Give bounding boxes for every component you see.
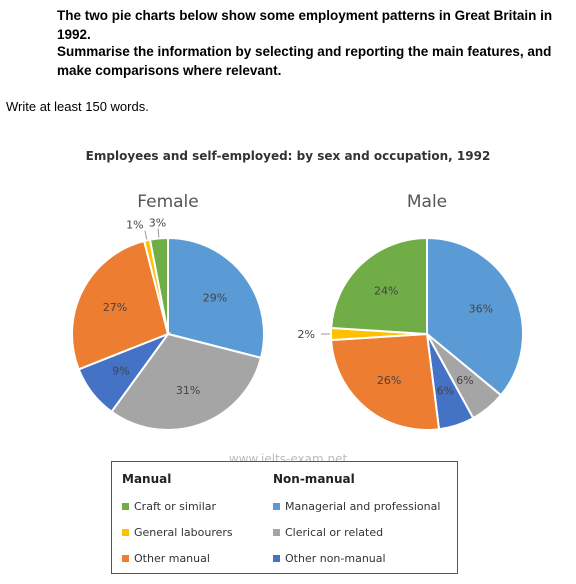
legend-label-craft: Craft or similar: [134, 499, 217, 513]
legend-item-clerical: Clerical or related: [273, 525, 383, 539]
legend-label-clerical: Clerical or related: [285, 525, 384, 539]
legend-item-general-labourers: General labourers: [122, 525, 233, 539]
data-label-male-managerial-and-professional: 36%: [469, 303, 493, 316]
task-summary-instruction: Summarise the information by selecting a…: [57, 44, 552, 78]
legend-item-other-manual: Other manual: [122, 551, 210, 565]
legend-swatch-other-non-manual: [273, 554, 280, 562]
legend-swatch-other-manual: [122, 554, 129, 562]
legend-label-other-non-manual: Other non-manual: [285, 551, 386, 565]
pie-slice-male-managerial-and-professional: [426, 236, 524, 397]
data-label-female-clerical-or-related: 31%: [176, 384, 200, 397]
legend-item-craft: Craft or similar: [122, 499, 216, 513]
leader-line-female-craft-or-similar: [157, 228, 160, 238]
legend-swatch-general-labourers: [122, 528, 129, 536]
pie-chart-male: Male 36% 6%6% 26% 2% 24%: [298, 192, 524, 431]
pie-slice-male-craft-or-similar: [330, 236, 428, 336]
legend-swatch-craft: [122, 502, 129, 510]
pie-title-male: Male: [407, 192, 447, 212]
legend-label-other-manual: Other manual: [134, 551, 210, 565]
data-label-male-general-labourers: 2%: [298, 328, 315, 341]
legend-item-managerial: Managerial and professional: [273, 499, 440, 513]
legend-label-managerial: Managerial and professional: [285, 499, 441, 513]
data-label-female-general-labourers: 1%: [126, 219, 143, 232]
pie-slice-male-other-manual: [330, 332, 441, 431]
chart-title: Employees and self-employed: by sex and …: [85, 149, 491, 163]
legend: Manual Non-manual Craft or similar Gener…: [111, 461, 458, 574]
data-label-female-managerial-and-professional: 29%: [203, 292, 227, 305]
data-label-male-other-manual: 26%: [377, 374, 401, 387]
word-count-instruction: Write at least 150 words.: [6, 99, 149, 114]
legend-heading-manual: Manual: [122, 472, 172, 486]
legend-label-general-labourers: General labourers: [134, 525, 233, 539]
legend-swatch-managerial: [273, 502, 280, 510]
legend-item-other-non-manual: Other non-manual: [273, 551, 386, 565]
pie-title-female: Female: [137, 192, 198, 212]
task-instruction: The two pie charts below show some emplo…: [57, 8, 553, 42]
legend-heading-non-manual: Non-manual: [273, 472, 355, 486]
data-label-female-other-non-manual: 9%: [112, 364, 129, 377]
data-label-female-craft-or-similar: 3%: [149, 216, 166, 229]
pie-slice-female-other-manual: [71, 239, 170, 371]
pie-slice-female-managerial-and-professional: [167, 236, 265, 360]
leader-line-female-general-labourers: [144, 230, 148, 240]
pie-chart-female: Female 29% 31% 9% 27% 1% 3%: [71, 192, 265, 431]
data-label-female-other-manual: 27%: [103, 301, 127, 314]
data-label-male-other-non-manual: 6%: [437, 385, 454, 398]
pie-slice-female-craft-or-similar: [148, 236, 169, 335]
data-label-male-clerical-or-related: 6%: [456, 374, 473, 387]
pie-slice-female-clerical-or-related: [110, 332, 263, 431]
data-label-male-craft-or-similar: 24%: [374, 285, 398, 298]
legend-swatch-clerical: [273, 528, 280, 536]
